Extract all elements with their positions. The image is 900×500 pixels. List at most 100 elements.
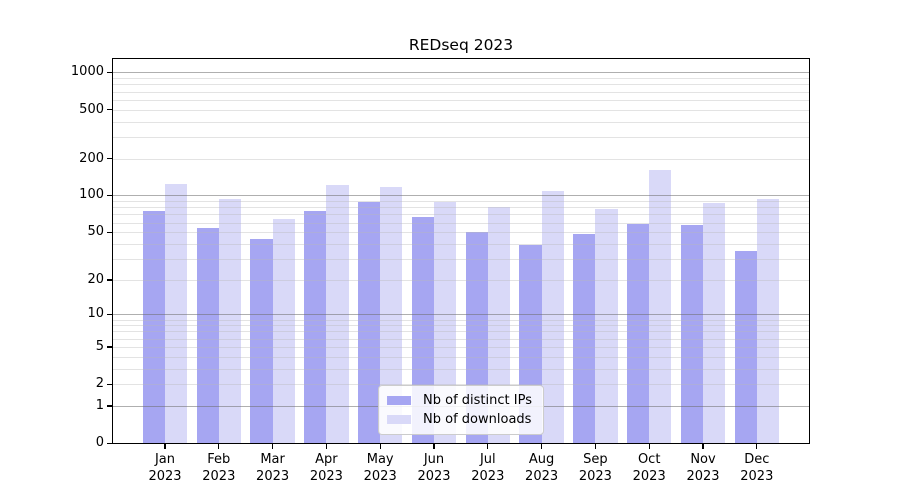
bar-nb-of-downloads-apr-2023 [326,184,349,443]
x-tick-label-nov-2023: Nov 2023 [686,452,720,484]
gridline-y-800 [113,84,809,86]
bar-nb-of-distinct-ips-dec-2023 [734,250,757,443]
plot-area: Nb of distinct IPs Nb of downloads [112,58,810,444]
legend: Nb of distinct IPs Nb of downloads [378,385,544,435]
bar-nb-of-distinct-ips-nov-2023 [680,225,703,443]
y-tick-mark-5 [107,346,112,348]
bar-nb-of-distinct-ips-oct-2023 [626,224,650,443]
x-tick-label-apr-2023: Apr 2023 [309,452,343,484]
gridline-y-80 [113,207,809,209]
bar-nb-of-downloads-aug-2023 [541,191,564,443]
bar-nb-of-distinct-ips-apr-2023 [304,211,327,443]
bar-nb-of-downloads-sep-2023 [595,209,618,443]
legend-label-distinct-ips: Nb of distinct IPs [423,393,532,408]
y-tick-mark-0 [107,442,112,444]
gridline-y-900 [113,78,809,80]
bar-nb-of-downloads-oct-2023 [649,170,672,443]
gridline-y-30 [113,258,809,260]
y-tick-mark-1 [107,405,112,407]
bar-nb-of-distinct-ips-may-2023 [357,202,381,443]
x-tick-mark-oct-2023 [648,444,650,449]
y-tick-label-1000: 1000 [70,64,104,80]
y-tick-label-0: 0 [95,435,104,450]
x-tick-label-dec-2023: Dec 2023 [740,452,774,484]
y-tick-mark-200 [107,158,112,160]
x-tick-label-feb-2023: Feb 2023 [202,452,236,484]
gridline-y-200 [113,158,809,160]
gridline-y-300 [113,136,809,138]
x-tick-mark-aug-2023 [541,444,543,449]
y-tick-label-500: 500 [79,101,104,117]
y-tick-mark-50 [107,231,112,233]
legend-label-downloads: Nb of downloads [423,412,532,427]
bar-nb-of-distinct-ips-jan-2023 [142,210,165,443]
x-tick-label-oct-2023: Oct 2023 [632,452,666,484]
bar-nb-of-downloads-mar-2023 [272,219,295,443]
x-tick-label-jul-2023: Jul 2023 [471,452,505,484]
y-tick-mark-1000 [107,71,112,74]
y-tick-mark-500 [107,109,112,111]
gridline-y-40 [113,243,809,245]
y-tick-mark-100 [107,194,112,197]
x-tick-mark-dec-2023 [756,444,758,449]
chart-title: REDseq 2023 [408,36,514,54]
x-tick-label-aug-2023: Aug 2023 [525,452,559,484]
x-tick-mark-sep-2023 [594,444,597,449]
gridline-y-70 [113,214,809,216]
x-tick-label-jun-2023: Jun 2023 [417,452,451,484]
y-tick-mark-20 [107,279,112,281]
bar-nb-of-downloads-feb-2023 [218,199,242,443]
bar-nb-of-distinct-ips-mar-2023 [250,238,273,443]
gridline-y-5 [113,346,809,348]
x-tick-mark-nov-2023 [702,444,704,449]
bar-nb-of-downloads-jan-2023 [165,184,188,443]
y-tick-mark-10 [107,313,112,316]
legend-swatch-distinct-ips-icon [387,396,412,405]
bar-nb-of-distinct-ips-sep-2023 [573,234,596,443]
x-tick-label-sep-2023: Sep 2023 [578,452,612,484]
x-tick-mark-feb-2023 [218,444,220,449]
gridline-y-90 [113,201,809,203]
gridline-y-9 [113,319,809,321]
gridline-y-20 [113,279,809,281]
gridline-y-500 [113,109,809,111]
y-tick-label-20: 20 [87,271,104,287]
gridline-y-4 [113,356,809,358]
x-tick-mark-apr-2023 [325,444,328,449]
y-tick-label-10: 10 [87,306,104,322]
legend-swatch-downloads-icon [387,415,412,424]
gridline-y-2 [113,384,809,386]
gridline-y-50 [113,232,809,234]
gridline-y-6 [113,338,809,340]
x-tick-mark-jun-2023 [433,444,435,449]
bar-nb-of-downloads-jun-2023 [434,202,457,443]
gridline-y-8 [113,325,809,327]
x-tick-mark-mar-2023 [272,444,274,449]
gridline-y-700 [113,91,809,93]
gridline-y-10 [113,314,809,316]
bar-nb-of-distinct-ips-feb-2023 [196,228,219,443]
x-tick-mark-jul-2023 [487,444,489,449]
x-tick-mark-jan-2023 [164,444,166,449]
bar-nb-of-downloads-nov-2023 [703,202,726,443]
gridline-y-100 [113,195,809,197]
x-tick-label-may-2023: May 2023 [363,452,397,484]
y-tick-label-2: 2 [95,376,104,392]
gridline-y-600 [113,99,809,101]
y-tick-label-5: 5 [95,338,104,354]
gridline-y-3 [113,368,809,370]
x-tick-mark-may-2023 [379,444,381,449]
gridline-y-1000 [113,72,809,74]
y-tick-mark-2 [107,383,112,385]
legend-item-distinct-ips: Nb of distinct IPs [387,391,532,410]
y-tick-label-200: 200 [79,150,104,166]
gridline-y-60 [113,222,809,224]
bar-nb-of-downloads-jul-2023 [487,206,511,443]
x-tick-label-mar-2023: Mar 2023 [256,452,290,484]
y-tick-label-50: 50 [87,224,104,240]
y-tick-label-1: 1 [95,397,104,413]
legend-item-downloads: Nb of downloads [387,410,532,429]
bar-nb-of-downloads-dec-2023 [756,198,780,443]
y-tick-label-100: 100 [79,187,104,203]
